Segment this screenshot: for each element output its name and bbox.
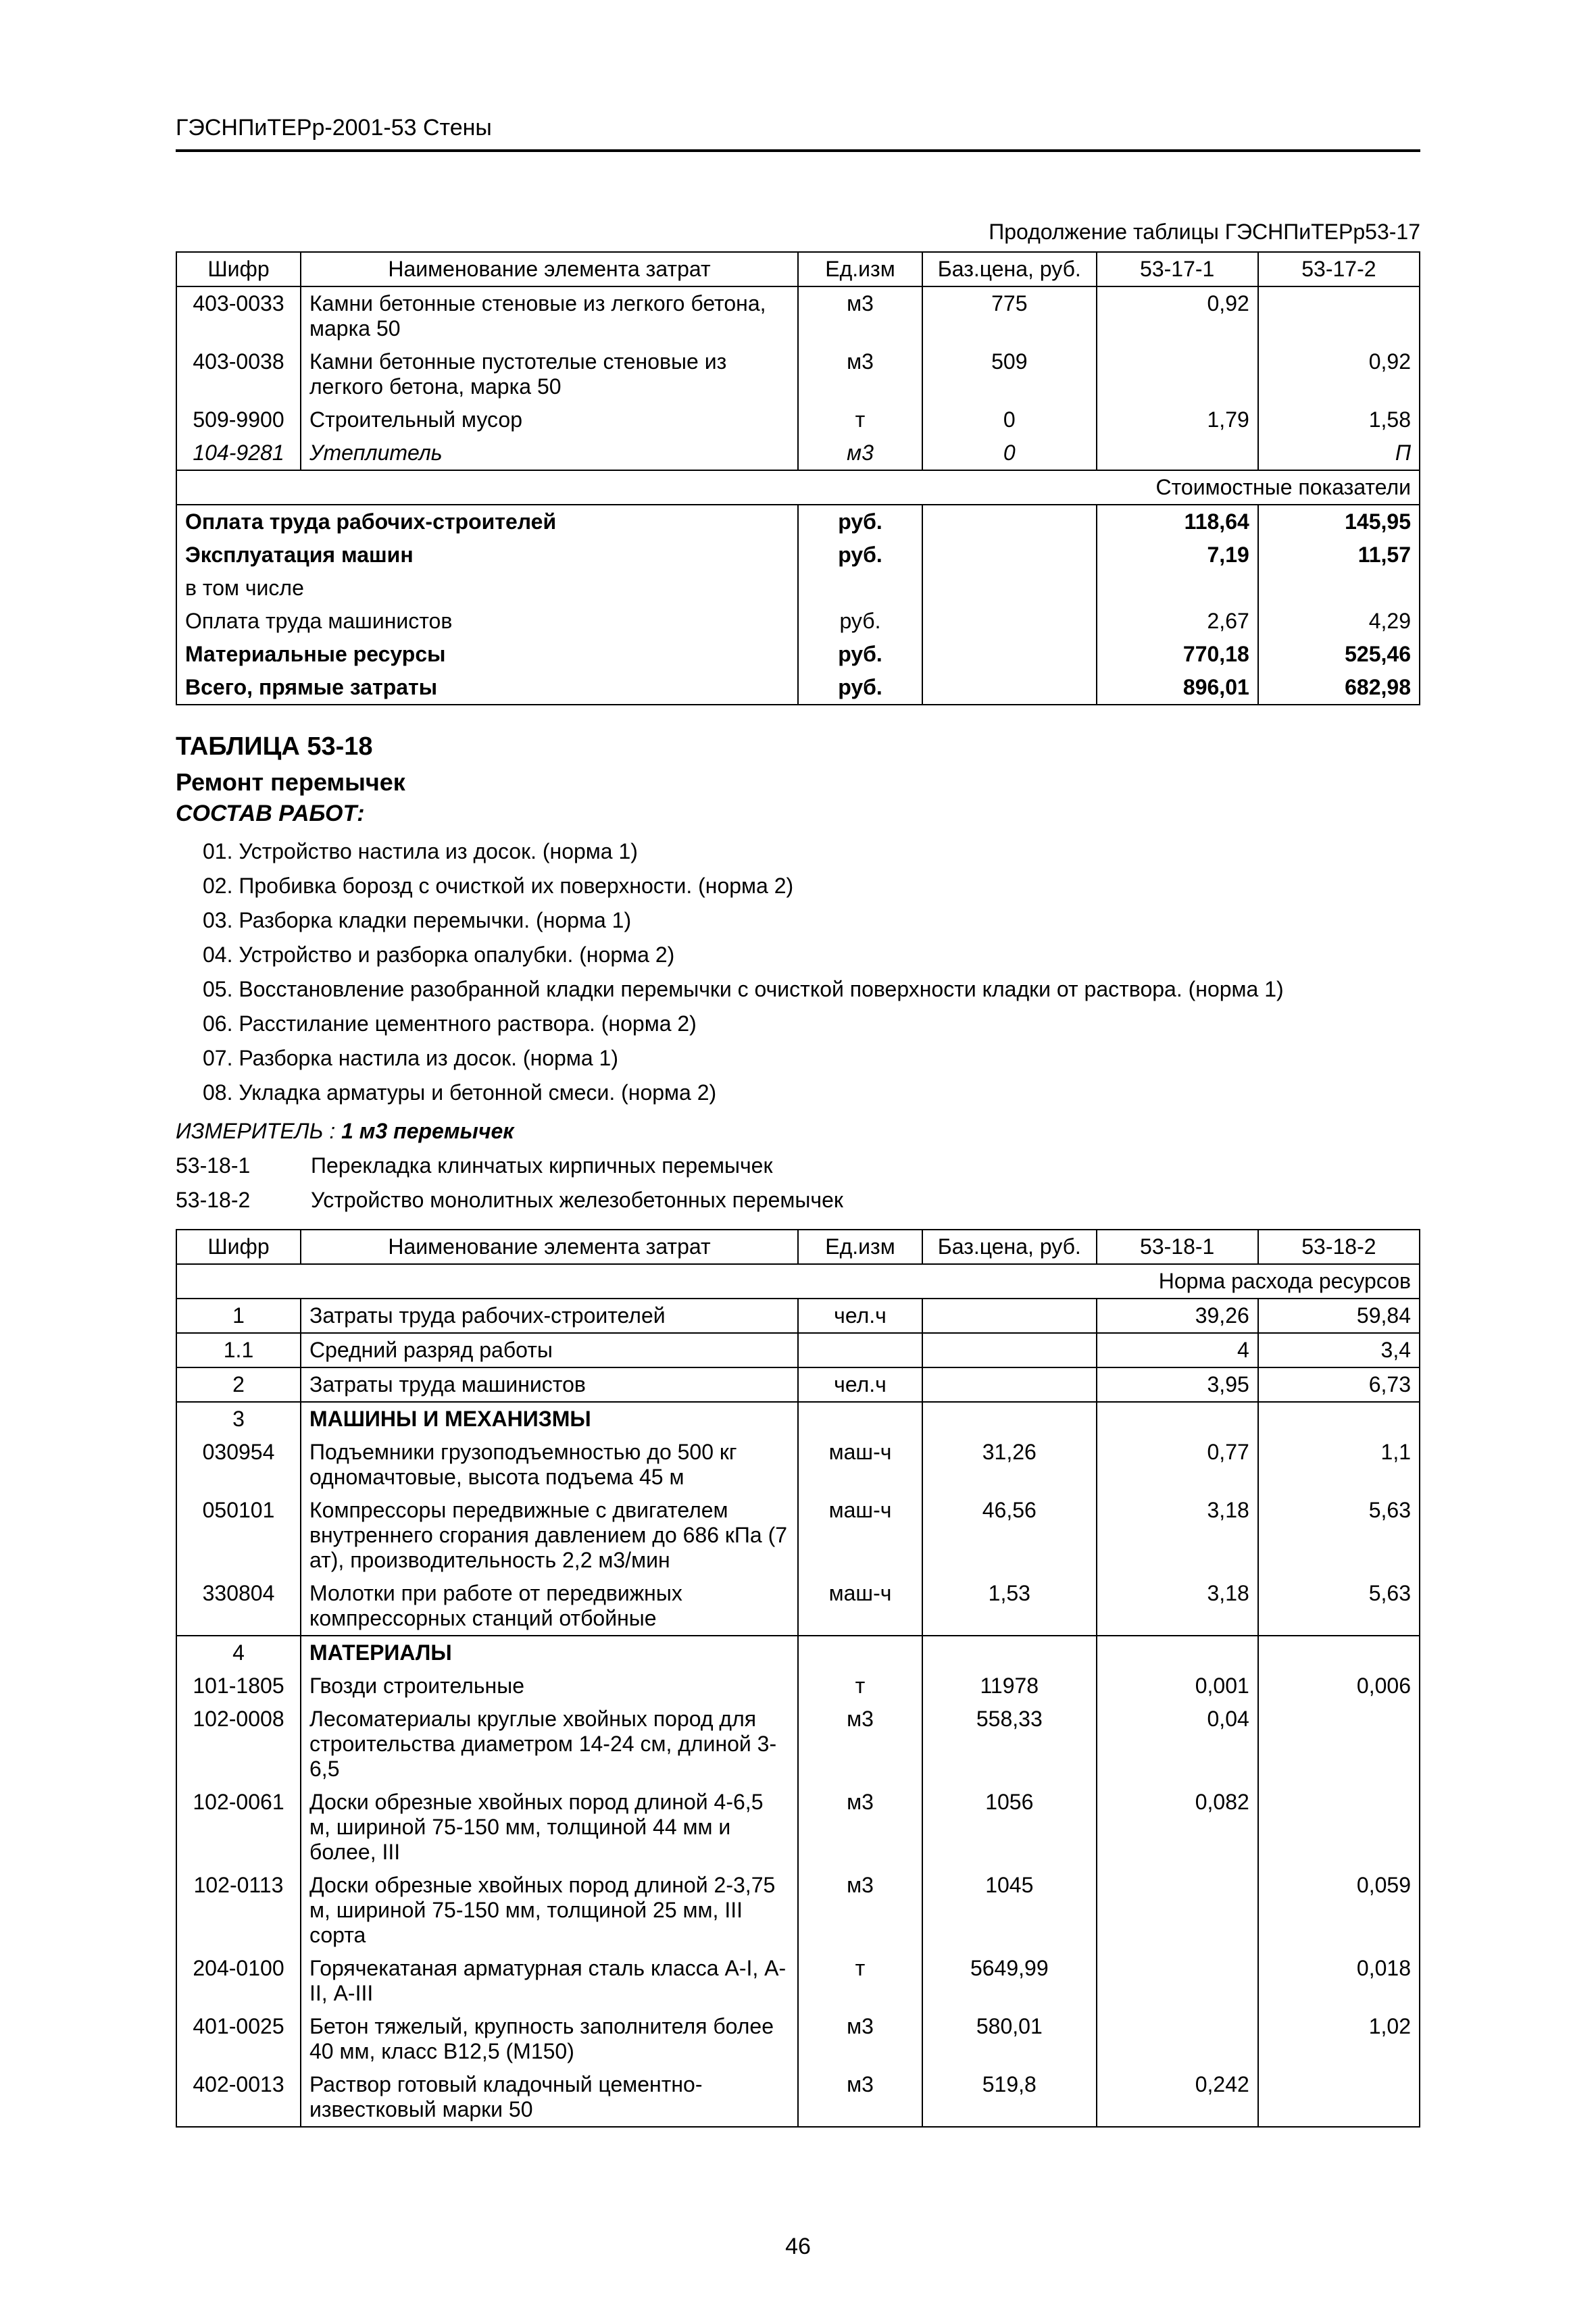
section-18-subtitle: Ремонт перемычек — [176, 768, 1420, 797]
work-item: 01. Устройство настила из досок. (норма … — [203, 839, 1420, 864]
th-v1: 53-17-1 — [1097, 252, 1258, 286]
table-row: 102-0113Доски обрезные хвойных пород дли… — [176, 1869, 1420, 1952]
table-row: 4МАТЕРИАЛЫ — [176, 1636, 1420, 1669]
table-17-caption: Продолжение таблицы ГЭСНПиТЕРр53-17 — [176, 220, 1420, 245]
work-item: 02. Пробивка борозд с очисткой их поверх… — [203, 874, 1420, 899]
table-row: 030954Подъемники грузоподъемностью до 50… — [176, 1436, 1420, 1494]
ref-line: 53-18-1Перекладка клинчатых кирпичных пе… — [176, 1153, 1420, 1178]
section-18-sostav-label: СОСТАВ РАБОТ: — [176, 801, 1420, 827]
table-row: 401-0025Бетон тяжелый, крупность заполни… — [176, 2010, 1420, 2068]
table-row: 101-1805Гвозди строительныет119780,0010,… — [176, 1669, 1420, 1703]
th-shifr: Шифр — [176, 1230, 301, 1264]
table-row: 102-0061Доски обрезные хвойных пород дли… — [176, 1786, 1420, 1869]
th-v2: 53-17-2 — [1258, 252, 1420, 286]
izmeritel-value: 1 м3 перемычек — [341, 1119, 514, 1143]
th-v1: 53-18-1 — [1097, 1230, 1258, 1264]
table-row: 403-0033Камни бетонные стеновые из легко… — [176, 286, 1420, 345]
table-row: 2Затраты труда машинистовчел.ч3,956,73 — [176, 1367, 1420, 1402]
norm-header-row: Норма расхода ресурсов — [176, 1264, 1420, 1299]
table-row: 1Затраты труда рабочих-строителейчел.ч39… — [176, 1299, 1420, 1333]
table-header-row: Шифр Наименование элемента затрат Ед.изм… — [176, 1230, 1420, 1264]
table-row: 204-0100Горячекатаная арматурная сталь к… — [176, 1952, 1420, 2010]
izmeritel-label: ИЗМЕРИТЕЛЬ : — [176, 1119, 335, 1143]
th-baz: Баз.цена, руб. — [922, 1230, 1097, 1264]
table-row: 104-9281Утеплительм30П — [176, 436, 1420, 470]
ref-line: 53-18-2Устройство монолитных железобетон… — [176, 1188, 1420, 1213]
cost-row: Материальные ресурсыруб.770,18525,46 — [176, 638, 1420, 671]
th-shifr: Шифр — [176, 252, 301, 286]
table-17: Шифр Наименование элемента затрат Ед.изм… — [176, 251, 1420, 705]
th-ed: Ед.изм — [798, 252, 922, 286]
work-item: 03. Разборка кладки перемычки. (норма 1) — [203, 908, 1420, 933]
page-number: 46 — [0, 2234, 1596, 2260]
cost-row: Всего, прямые затратыруб.896,01682,98 — [176, 671, 1420, 705]
section-18-title: ТАБЛИЦА 53-18 — [176, 732, 1420, 761]
table-row: 509-9900Строительный мусорт01,791,58 — [176, 403, 1420, 436]
work-item: 05. Восстановление разобранной кладки пе… — [203, 977, 1420, 1002]
table-row: 402-0013Раствор готовый кладочный цемент… — [176, 2068, 1420, 2127]
cost-row: Эксплуатация машинруб.7,1911,57 — [176, 538, 1420, 572]
cost-row: в том числе — [176, 572, 1420, 605]
cost-header-row: Стоимостные показатели — [176, 470, 1420, 505]
table-18: Шифр Наименование элемента затрат Ед.изм… — [176, 1229, 1420, 2128]
table-row: 403-0038Камни бетонные пустотелые стенов… — [176, 345, 1420, 403]
table-row: 330804Молотки при работе от передвижных … — [176, 1577, 1420, 1636]
work-item: 07. Разборка настила из досок. (норма 1) — [203, 1046, 1420, 1071]
table-row: 102-0008Лесоматериалы круглые хвойных по… — [176, 1703, 1420, 1786]
work-item: 04. Устройство и разборка опалубки. (нор… — [203, 942, 1420, 967]
th-name: Наименование элемента затрат — [301, 252, 798, 286]
th-name: Наименование элемента затрат — [301, 1230, 798, 1264]
th-v2: 53-18-2 — [1258, 1230, 1420, 1264]
work-item: 08. Укладка арматуры и бетонной смеси. (… — [203, 1080, 1420, 1105]
page-header: ГЭСНПиТЕРр-2001-53 Стены — [176, 115, 1420, 152]
cost-row: Оплата труда рабочих-строителейруб.118,6… — [176, 505, 1420, 538]
table-row: 050101Компрессоры передвижные с двигател… — [176, 1494, 1420, 1577]
cost-row: Оплата труда машинистовруб.2,674,29 — [176, 605, 1420, 638]
table-header-row: Шифр Наименование элемента затрат Ед.изм… — [176, 252, 1420, 286]
work-item: 06. Расстилание цементного раствора. (но… — [203, 1011, 1420, 1036]
th-ed: Ед.изм — [798, 1230, 922, 1264]
table-row: 1.1Средний разряд работы43,4 — [176, 1333, 1420, 1367]
izmeritel: ИЗМЕРИТЕЛЬ : 1 м3 перемычек — [176, 1119, 1420, 1144]
table-row: 3МАШИНЫ И МЕХАНИЗМЫ — [176, 1402, 1420, 1436]
th-baz: Баз.цена, руб. — [922, 252, 1097, 286]
